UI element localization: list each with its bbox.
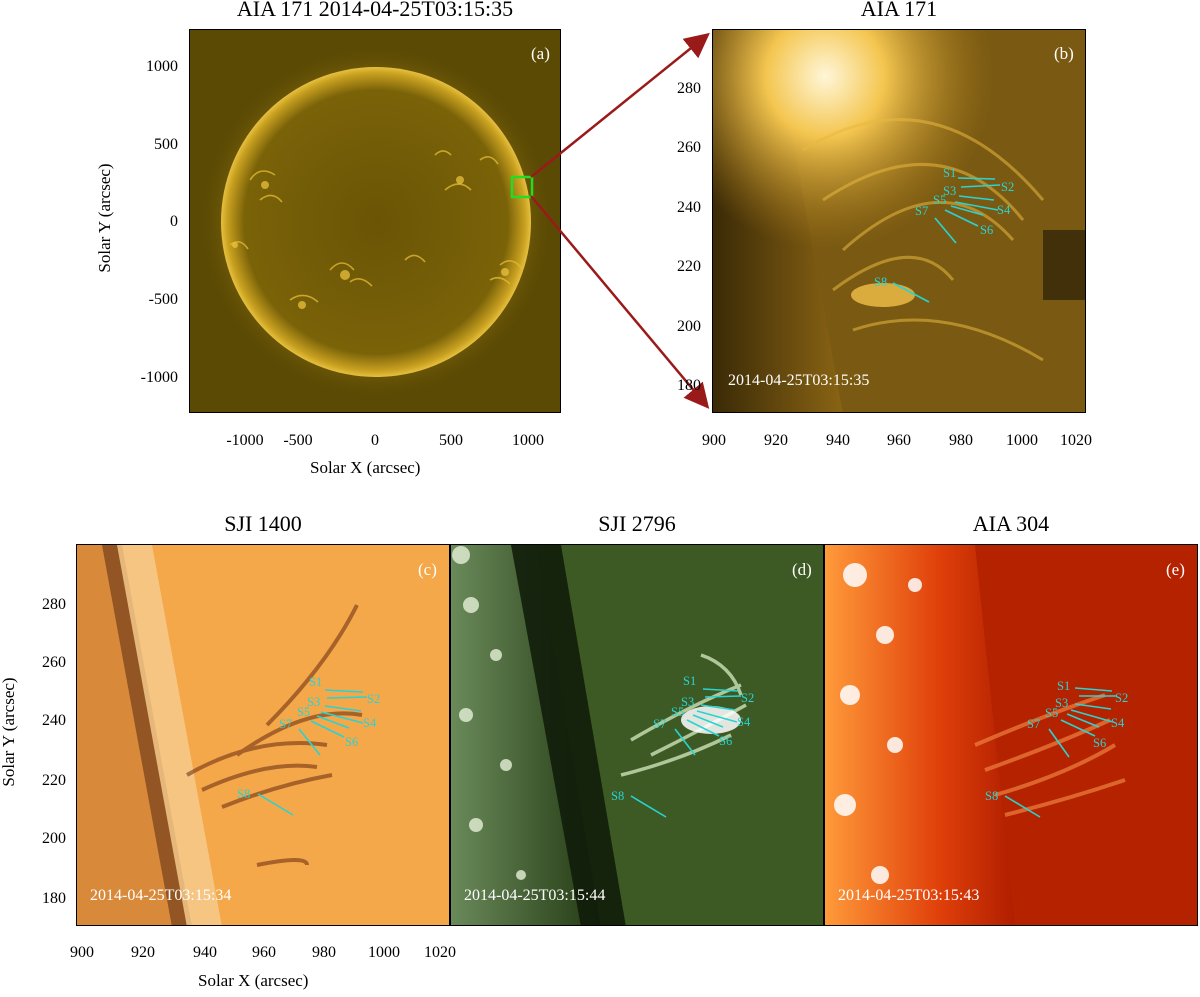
svg-text:S7: S7 [1027,717,1040,731]
tick-label: 960 [887,432,911,449]
tick-label: 200 [42,830,66,847]
svg-text:S2: S2 [1001,180,1014,194]
svg-text:S4: S4 [997,203,1011,217]
panel-e-title: AIA 304 [972,511,1050,536]
panel-a-title: AIA 171 2014-04-25T03:15:35 [236,0,514,21]
panel-d-letter: (d) [792,560,812,579]
tick-label: 0 [371,432,379,449]
tick-label: 280 [42,596,66,613]
tick-label: 920 [131,944,155,961]
svg-text:S4: S4 [1111,716,1125,730]
svg-text:S1: S1 [683,674,696,688]
tick-label: -1000 [226,432,264,449]
panel-b-title: AIA 171 [860,0,938,21]
svg-text:S6: S6 [1093,736,1106,750]
svg-text:S8: S8 [611,789,624,803]
svg-text:S1: S1 [1057,679,1070,693]
zoom-box [510,175,534,199]
tick-label: -500 [148,291,178,308]
tick-label: 240 [677,199,701,216]
panel-c-title: SJI 1400 [224,511,302,536]
tick-label: 980 [312,944,336,961]
svg-text:S8: S8 [874,275,887,289]
svg-text:S8: S8 [237,787,250,801]
tick-label: 200 [677,318,701,335]
panel-b-image: S1 S2 S3 S4 S5 S6 S7 S8 [712,29,1086,413]
panel-d-title: SJI 2796 [598,511,676,536]
tick-label: 260 [42,654,66,671]
panel-e-letter: (e) [1166,560,1185,579]
tick-label: 1000 [512,432,544,449]
panel-a-image [189,29,561,413]
panel-d-image: S1 S2 S3 S4 S5 S6 S7 S8 [450,544,824,926]
svg-text:S6: S6 [980,223,993,237]
tick-label: 900 [70,944,94,961]
tick-label: -1000 [140,369,178,386]
tick-label: 940 [826,432,850,449]
panel-b-letter: (b) [1054,44,1074,63]
panel-a-xlabel: Solar X (arcsec) [310,458,421,477]
svg-text:S7: S7 [279,717,292,731]
tick-label: 500 [154,136,178,153]
tick-label: 180 [42,890,66,907]
svg-text:S5: S5 [1045,706,1058,720]
svg-text:S4: S4 [363,716,377,730]
panel-c-image: S1 S2 S3 S4 S5 S6 S7 S8 [76,544,450,926]
panel-c-xlabel: Solar X (arcsec) [198,971,309,990]
tick-label: 980 [949,432,973,449]
tick-label: 920 [764,432,788,449]
svg-text:S7: S7 [915,204,928,218]
svg-text:S3: S3 [1055,696,1068,710]
svg-text:S5: S5 [671,705,684,719]
panel-b-timestamp: 2014-04-25T03:15:35 [728,372,870,389]
tick-label: 900 [702,432,726,449]
panel-a-ylabel: Solar Y (arcsec) [95,163,114,273]
svg-text:S4: S4 [737,715,751,729]
tick-label: 500 [439,432,463,449]
svg-text:S5: S5 [297,705,310,719]
tick-label: 220 [42,772,66,789]
svg-text:S3: S3 [943,184,956,198]
panel-a-letter: (a) [531,44,550,63]
structure-markers: S1 S2 S3 S4 S5 S6 S7 S8 [985,679,1128,818]
tick-label: 180 [677,377,701,394]
svg-text:S6: S6 [719,734,732,748]
tick-label: 0 [170,213,178,230]
svg-text:S7: S7 [653,717,666,731]
tick-label: -500 [283,432,313,449]
svg-text:S5: S5 [933,193,946,207]
panel-e-image: S1 S2 S3 S4 S5 S6 S7 S8 [824,544,1198,926]
tick-label: 1020 [1060,432,1092,449]
tick-label: 240 [42,712,66,729]
panel-c-letter: (c) [418,560,437,579]
tick-label: 1000 [368,944,400,961]
structure-markers: S1 S2 S3 S4 S5 S6 S7 S8 [874,166,1014,303]
svg-text:S2: S2 [367,692,380,706]
tick-label: 1020 [424,944,456,961]
structure-markers: S1 S2 S3 S4 S5 S6 S7 S8 [237,675,380,816]
tick-label: 260 [677,139,701,156]
svg-text:S3: S3 [307,695,320,709]
svg-text:S3: S3 [681,695,694,709]
tick-label: 940 [193,944,217,961]
svg-text:S1: S1 [309,675,322,689]
tick-label: 1000 [1006,432,1038,449]
svg-text:S6: S6 [345,735,358,749]
svg-text:S8: S8 [985,789,998,803]
panel-d-timestamp: 2014-04-25T03:15:44 [464,887,606,904]
svg-text:S2: S2 [1115,691,1128,705]
panel-e-timestamp: 2014-04-25T03:15:43 [838,887,980,904]
tick-label: 220 [677,258,701,275]
tick-label: 1000 [146,58,178,75]
svg-text:S1: S1 [943,166,956,180]
panel-c-ylabel: Solar Y (arcsec) [0,677,18,787]
panel-c-timestamp: 2014-04-25T03:15:34 [90,887,232,904]
structure-markers: S1 S2 S3 S4 S5 S6 S7 S8 [611,674,754,818]
svg-text:S2: S2 [741,691,754,705]
tick-label: 280 [677,80,701,97]
tick-label: 960 [252,944,276,961]
